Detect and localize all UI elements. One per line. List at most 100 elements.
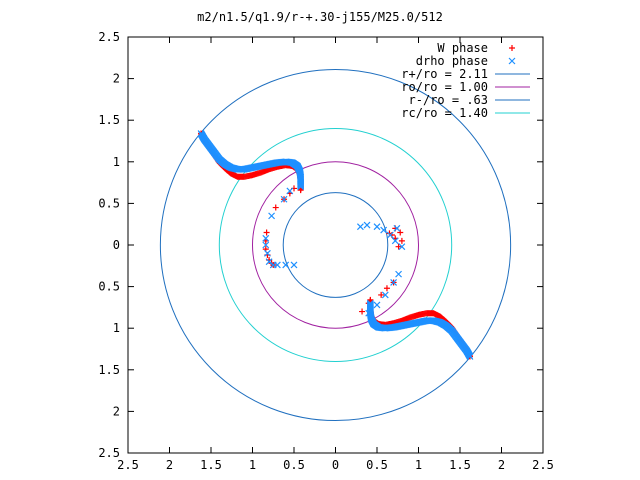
drho-phase-point <box>356 223 364 231</box>
drho-phase-point <box>373 223 381 231</box>
w-phase-arc1-point-glyph <box>367 296 374 303</box>
drho-phase-point-glyph <box>393 224 401 232</box>
drho-phase-point-glyph <box>262 234 270 242</box>
legend-label: rc/ro = 1.40 <box>401 106 488 120</box>
y-tick-label: 1 <box>113 155 120 169</box>
legend-label: drho phase <box>416 54 488 68</box>
drho-phase-point <box>282 261 290 269</box>
x-tick-label: 2 <box>166 458 173 472</box>
y-tick-label: 1 <box>113 321 120 335</box>
w-phase-point-glyph <box>397 229 404 236</box>
radius-circle-1 <box>252 161 419 329</box>
drho-phase-point-glyph <box>282 261 290 269</box>
w-phase-point <box>378 291 385 298</box>
w-phase-point <box>359 308 366 315</box>
drho-phase-point-glyph <box>268 212 276 220</box>
w-phase-point-glyph <box>359 308 366 315</box>
legend-label: ro/ro = 1.00 <box>401 80 488 94</box>
drho-phase-point-glyph <box>398 243 406 251</box>
x-tick-label: 2 <box>498 458 505 472</box>
x-tick-label: 1 <box>415 458 422 472</box>
w-phase-point-glyph <box>272 204 279 211</box>
drho-phase-point <box>381 291 389 299</box>
drho-phase-point-glyph <box>286 187 294 195</box>
w-phase-point <box>397 229 404 236</box>
drho-phase-point-glyph <box>380 226 388 234</box>
y-tick-label: 2.5 <box>98 30 120 44</box>
drho-phase-point <box>393 224 401 232</box>
drho-phase-point <box>286 187 294 195</box>
w-phase-point-glyph <box>263 229 270 236</box>
radius-circle-0 <box>159 68 512 422</box>
y-tick-label: 0 <box>113 238 120 252</box>
w-phase-point-glyph <box>378 291 385 298</box>
legend-label: r+/ro = 2.11 <box>401 67 488 81</box>
drho-phase-point <box>380 226 388 234</box>
drho-phase-point-glyph <box>273 261 281 269</box>
y-tick-label: 2.5 <box>98 446 120 460</box>
drho-phase-point <box>391 237 399 245</box>
x-tick-label: 1.5 <box>449 458 471 472</box>
drho-phase-point <box>386 231 394 239</box>
w-phase-point <box>398 237 405 244</box>
w-phase-point-glyph <box>395 243 402 250</box>
drho-phase-point-glyph <box>264 249 271 257</box>
x-tick-label: 0.5 <box>366 458 388 472</box>
drho-phase-point <box>268 212 276 220</box>
drho-phase-point-glyph <box>390 279 398 286</box>
y-tick-label: 2 <box>113 72 120 86</box>
w-phase-point-glyph <box>383 285 390 292</box>
drho-phase-point <box>373 301 381 309</box>
drho-phase-point-glyph <box>386 231 394 239</box>
drho-phase-point <box>363 221 371 229</box>
chart-title: m2/n1.5/q1.9/r-+.30-j155/M25.0/512 <box>197 10 443 24</box>
radius-circle-3 <box>218 128 453 362</box>
w-phase-point <box>383 285 390 292</box>
drho-phase-point-glyph <box>391 237 399 245</box>
y-tick-label: 0.5 <box>98 196 120 210</box>
drho-phase-point-glyph <box>290 261 298 269</box>
axis-ticks: 2.5 2 1.5 1 0.5 0 0.5 1 1.5 2 2.52.521.510.500.511… <box>98 30 554 472</box>
y-tick-label: 2 <box>113 404 120 418</box>
w-phase-arc0-point <box>297 187 304 194</box>
drho-phase-point-glyph <box>363 221 371 229</box>
x-tick-label: 0.5 <box>283 458 305 472</box>
drho-phase-point-glyph <box>395 270 403 278</box>
radius-circles <box>159 68 512 422</box>
drho-phase-point <box>264 249 271 257</box>
drho-phase-arc0-point <box>297 183 305 191</box>
y-tick-label: 1.5 <box>98 113 120 127</box>
drho-phase-arc1-point-glyph <box>366 299 374 307</box>
y-tick-label: 1.5 <box>98 363 120 377</box>
drho-phase-point-glyph <box>365 309 373 317</box>
drho-phase-point-glyph <box>280 195 288 203</box>
w-phase-point <box>272 204 279 211</box>
drho-phase-point-glyph <box>356 223 364 231</box>
drho-phase-point <box>262 241 270 249</box>
drho-phase-arc0-point-glyph <box>297 183 305 191</box>
legend-marker <box>509 45 515 51</box>
x-tick-label: 1.5 <box>200 458 222 472</box>
w-phase-arc0-point-glyph <box>297 187 304 194</box>
w-phase-point <box>263 229 270 236</box>
drho-phase-point <box>290 261 298 269</box>
x-tick-label: 2.5 <box>117 458 139 472</box>
legend-label: r-/ro = .63 <box>409 93 488 107</box>
drho-phase-point <box>273 261 281 269</box>
x-tick-label: 2.5 <box>532 458 554 472</box>
x-tick-label: 0 <box>332 458 339 472</box>
drho-phase-point-glyph <box>373 223 381 231</box>
drho-phase-point <box>262 234 270 242</box>
legend-label: W phase <box>437 41 488 55</box>
w-phase-point <box>395 243 402 250</box>
w-phase-point-glyph <box>398 237 405 244</box>
y-tick-label: 0.5 <box>98 280 120 294</box>
radius-circle-2 <box>282 192 389 298</box>
drho-phase-point <box>365 309 373 317</box>
drho-phase-point-glyph <box>262 241 270 249</box>
phase-series <box>197 130 474 360</box>
legend-marker <box>508 57 516 65</box>
drho-phase-point <box>395 270 403 278</box>
